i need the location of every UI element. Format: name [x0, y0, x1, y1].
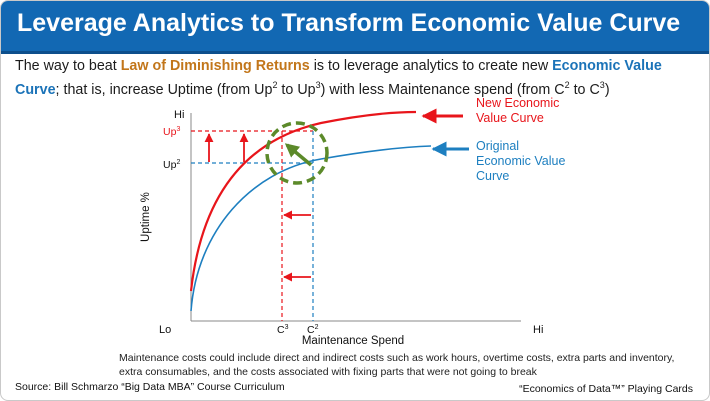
title-bar: Leverage Analytics to Transform Economic…	[1, 1, 709, 54]
law-of-diminishing-returns: Law of Diminishing Returns	[120, 58, 310, 74]
x-axis-label: Maintenance Spend	[302, 335, 404, 347]
intro-text-4: to Up	[277, 81, 316, 98]
x-axis-hi: Hi	[533, 324, 543, 336]
intro-sup-3: 2	[564, 80, 570, 90]
intro-text-7: )	[604, 81, 610, 98]
intro-text-5: ) with less Maintenance spend (from C	[320, 81, 565, 98]
intro-sup-4: 3	[599, 80, 605, 90]
c3-label: C3	[277, 324, 289, 336]
intro-sup-2: 3	[315, 80, 321, 90]
maintenance-costs-note: Maintenance costs could include direct a…	[119, 352, 675, 378]
intro-text: The way to beat Law of Diminishing Retur…	[15, 57, 705, 100]
x-axis-lo: Lo	[159, 324, 171, 336]
improvement-highlight-circle	[265, 121, 329, 185]
original-curve-label: Original Economic Value Curve	[476, 139, 569, 183]
y-axis-label: Uptime %	[140, 192, 152, 242]
up2-label: Up2	[163, 159, 180, 171]
intro-text-6: to C	[569, 81, 600, 98]
intro-sup-1: 2	[272, 80, 278, 90]
improvement-arrow	[284, 143, 313, 167]
playing-cards-credit: “Economics of Data™” Playing Cards	[519, 383, 693, 395]
c2-label: C2	[307, 324, 319, 336]
up3-label: Up3	[163, 126, 180, 138]
economic-value-curve-term: Economic Value Curve	[15, 58, 662, 98]
source-citation: Source: Bill Schmarzo “Big Data MBA” Cou…	[15, 381, 285, 393]
intro-text-3: ; that is, increase Uptime (from Up	[55, 81, 273, 98]
intro-text-2: is to leverage analytics to create new	[309, 58, 553, 74]
new-curve-label: New Economic Value Curve	[476, 96, 563, 125]
slide-title: Leverage Analytics to Transform Economic…	[17, 9, 681, 37]
y-axis-hi: Hi	[174, 109, 184, 121]
original-economic-value-curve	[190, 145, 432, 312]
new-economic-value-curve	[189, 110, 417, 292]
intro-text-1: The way to beat	[15, 58, 121, 74]
